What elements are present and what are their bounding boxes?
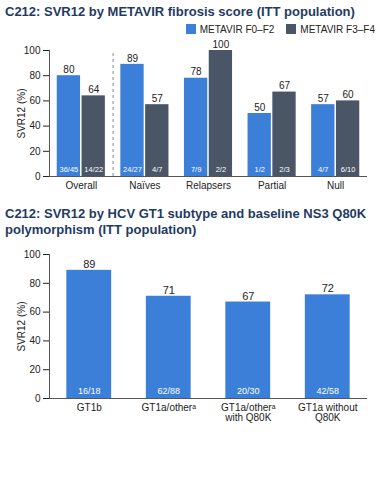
svg-text:0: 0 [35, 171, 41, 182]
svg-text:57: 57 [152, 93, 164, 104]
svg-text:60: 60 [29, 95, 41, 106]
html-text:METAVIR F0–F2: METAVIR F0–F2 [199, 23, 275, 35]
svg-text:4/7: 4/7 [152, 165, 162, 174]
svg-text:40: 40 [29, 120, 41, 131]
svg-text:89: 89 [127, 53, 139, 64]
svg-text:72: 72 [322, 282, 334, 294]
svg-text:4/7: 4/7 [318, 165, 328, 174]
svg-text:Overall: Overall [65, 180, 97, 191]
svg-text:64: 64 [88, 84, 100, 95]
svg-text:GT1a/otherᵃ: GT1a/otherᵃ [142, 402, 197, 413]
svg-text:42/58: 42/58 [316, 386, 339, 396]
svg-text:60: 60 [29, 306, 41, 317]
svg-text:20/30: 20/30 [237, 386, 260, 396]
svg-text:71: 71 [163, 284, 175, 296]
svg-text:89: 89 [83, 258, 95, 270]
svg-text:Null: Null [327, 180, 344, 191]
svg-text:16/18: 16/18 [78, 386, 101, 396]
svg-text:36/45: 36/45 [60, 165, 79, 174]
svg-text:78: 78 [191, 66, 203, 77]
svg-text:SVR12 (%): SVR12 (%) [16, 88, 27, 138]
html-text:C212: SVR12 by HCV GT1 subtype: C212: SVR12 by HCV GT1 subtype and basel… [5, 206, 367, 237]
svg-text:SVR12 (%): SVR12 (%) [16, 301, 27, 351]
svg-text:GT1b: GT1b [77, 402, 102, 413]
svg-text:6/10: 6/10 [341, 165, 356, 174]
html-text:C212: SVR12 by METAVIR fibrosi: C212: SVR12 by METAVIR fibrosis score (I… [5, 4, 355, 19]
svg-text:80: 80 [29, 70, 41, 81]
svg-text:80: 80 [29, 278, 41, 289]
svg-text:20: 20 [29, 364, 41, 375]
svg-text:80: 80 [63, 64, 75, 75]
svg-text:Partial: Partial [258, 180, 286, 191]
svg-text:60: 60 [343, 89, 355, 100]
svg-text:62/88: 62/88 [157, 386, 180, 396]
svg-text:100: 100 [24, 45, 41, 56]
svg-text:24/27: 24/27 [123, 165, 142, 174]
svg-text:Relapsers: Relapsers [186, 180, 231, 191]
svg-text:67: 67 [242, 290, 254, 302]
svg-text:1/2: 1/2 [254, 165, 264, 174]
svg-text:14/22: 14/22 [84, 165, 103, 174]
svg-text:2/3: 2/3 [279, 165, 289, 174]
svg-text:67: 67 [279, 80, 291, 91]
html-text:METAVIR F3–F4: METAVIR F3–F4 [300, 23, 375, 35]
svg-text:GT1a/otherᵃwith Q80K: GT1a/otherᵃwith Q80K [221, 402, 276, 423]
svg-text:GT1a withoutQ80K: GT1a withoutQ80K [298, 402, 358, 423]
svg-text:57: 57 [318, 93, 330, 104]
svg-text:100: 100 [24, 249, 41, 260]
svg-text:50: 50 [254, 102, 266, 113]
svg-text:Naïves: Naïves [129, 180, 160, 191]
svg-text:20: 20 [29, 146, 41, 157]
svg-text:40: 40 [29, 335, 41, 346]
svg-text:2/2: 2/2 [216, 165, 226, 174]
svg-text:0: 0 [35, 393, 41, 404]
svg-text:7/9: 7/9 [191, 165, 201, 174]
svg-text:100: 100 [213, 39, 230, 50]
